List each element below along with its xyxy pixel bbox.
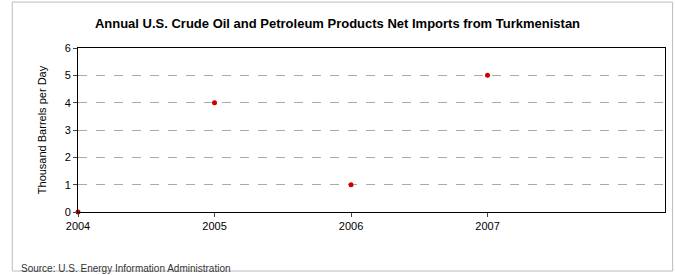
svg-text:3: 3 xyxy=(65,124,71,136)
svg-text:2005: 2005 xyxy=(202,220,226,232)
svg-text:0: 0 xyxy=(65,206,71,218)
svg-text:5: 5 xyxy=(65,69,71,81)
svg-text:2: 2 xyxy=(65,151,71,163)
svg-text:Source: U.S. Energy Informatio: Source: U.S. Energy Information Administ… xyxy=(21,263,231,274)
svg-text:2007: 2007 xyxy=(475,220,499,232)
svg-text:6: 6 xyxy=(65,42,71,54)
svg-text:2006: 2006 xyxy=(339,220,363,232)
svg-text:4: 4 xyxy=(65,97,71,109)
svg-text:2004: 2004 xyxy=(66,220,90,232)
svg-text:Thousand Barrels per Day: Thousand Barrels per Day xyxy=(36,65,48,194)
svg-text:1: 1 xyxy=(65,179,71,191)
svg-text:Annual U.S. Crude Oil and Petr: Annual U.S. Crude Oil and Petroleum Prod… xyxy=(95,16,580,31)
